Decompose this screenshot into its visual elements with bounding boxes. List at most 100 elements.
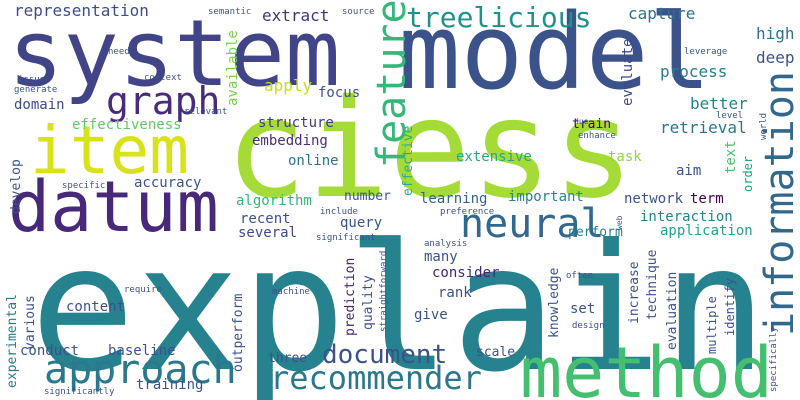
- word-extensive: extensive: [456, 149, 532, 165]
- word-significant: significant: [316, 233, 376, 243]
- word-include: include: [320, 207, 358, 217]
- word-multiple: multiple: [705, 296, 719, 354]
- word-design: design: [572, 321, 605, 331]
- word-structure: structure: [258, 115, 334, 131]
- word-content: content: [66, 299, 126, 315]
- word-high: high: [756, 24, 795, 43]
- word-important: important: [508, 189, 584, 205]
- word-require: require: [124, 285, 162, 295]
- word-leverage: leverage: [684, 47, 728, 57]
- word-outperform: outperform: [231, 293, 246, 372]
- word-semantic: semantic: [208, 7, 252, 17]
- word-consider: consider: [432, 265, 500, 281]
- word-relevant: relevant: [184, 107, 228, 117]
- word-capture: capture: [628, 4, 696, 23]
- word-world: world: [759, 112, 769, 140]
- word-various: various: [23, 295, 38, 350]
- word-online: online: [288, 153, 339, 169]
- word-experimental: experimental: [5, 294, 20, 388]
- word-accuracy: accuracy: [134, 175, 202, 191]
- word-analysis: analysis: [424, 239, 468, 249]
- word-develop: develop: [9, 159, 24, 214]
- word-learning: learning: [420, 191, 488, 207]
- word-method: method: [520, 332, 773, 400]
- word-specifically: specifically: [769, 326, 779, 392]
- word-give: give: [414, 307, 448, 323]
- word-retrieval: retrieval: [660, 118, 747, 137]
- word-several: several: [238, 225, 298, 241]
- word-issue: issue: [18, 75, 46, 85]
- word-machine: machine: [272, 287, 310, 297]
- word-many: many: [424, 249, 458, 265]
- word-baseline: baseline: [108, 343, 176, 359]
- word-approach: approach: [44, 347, 237, 393]
- word-increase: increase: [627, 261, 642, 324]
- word-query: query: [340, 215, 383, 231]
- word-recent: recent: [240, 211, 291, 227]
- word-extract: extract: [262, 6, 330, 25]
- word-effectiveness: effectiveness: [72, 117, 182, 133]
- word-algorithm: algorithm: [236, 193, 312, 209]
- word-perform: perform: [568, 225, 623, 240]
- word-datum: datum: [8, 166, 219, 248]
- word-preference: preference: [440, 207, 495, 217]
- word-information: information: [757, 71, 800, 336]
- word-better: better: [690, 94, 748, 113]
- word-evaluate: evaluate: [620, 38, 636, 106]
- word-task: task: [608, 149, 642, 165]
- word-scale: scale: [476, 345, 516, 360]
- word-identify: identify: [723, 278, 737, 336]
- word-enhance: enhance: [578, 131, 616, 141]
- word-item: item: [30, 112, 189, 189]
- word-recommender: recommender: [270, 359, 482, 397]
- word-generate: generate: [14, 85, 58, 95]
- word-due: due: [574, 117, 589, 126]
- word-application: application: [660, 223, 753, 239]
- word-specific: specific: [62, 181, 106, 191]
- word-conduct: conduct: [20, 343, 80, 359]
- word-quality: quality: [361, 275, 376, 330]
- word-order: order: [741, 155, 755, 192]
- word-model: model: [398, 0, 712, 113]
- word-prediction: prediction: [343, 257, 358, 336]
- word-training: training: [136, 377, 204, 393]
- word-treelicious: treelicious: [406, 1, 592, 34]
- word-domain: domain: [14, 97, 65, 113]
- word-level: level: [716, 111, 744, 121]
- word-representation: representation: [14, 1, 149, 20]
- word-document: document: [322, 340, 448, 370]
- word-evaluation: evaluation: [665, 271, 680, 350]
- word-focus: focus: [318, 85, 361, 101]
- word-need: need: [108, 47, 130, 57]
- word-technique: technique: [645, 249, 660, 320]
- word-often: often: [566, 271, 594, 281]
- word-neural: neural: [460, 201, 605, 247]
- word-interaction: interaction: [640, 209, 733, 225]
- word-deep: deep: [756, 48, 795, 67]
- word-significantly: significantly: [44, 387, 115, 397]
- word-embedding: embedding: [252, 133, 328, 149]
- word-text: text: [723, 140, 739, 174]
- word-rank: rank: [438, 285, 472, 301]
- word-source: source: [342, 7, 375, 17]
- word-process: process: [660, 62, 728, 81]
- word-aim: aim: [676, 163, 702, 179]
- word-graph: graph: [106, 79, 221, 123]
- word-network: network: [624, 191, 684, 207]
- word-context: context: [144, 73, 182, 83]
- word-apply: apply: [264, 76, 313, 95]
- word-number: number: [344, 189, 391, 204]
- word-system: system: [8, 0, 341, 107]
- word-term: term: [690, 191, 724, 207]
- word-set: set: [570, 301, 596, 317]
- word-three: three: [268, 351, 308, 366]
- word-available: available: [225, 30, 241, 106]
- word-explain: explain: [30, 208, 768, 400]
- word-effective: effective: [401, 125, 416, 196]
- word-web: web: [615, 215, 624, 230]
- word-straightforward: straightforward: [379, 250, 389, 332]
- word-ciess: ciess: [225, 71, 635, 229]
- word-knowledge: knowledge: [547, 267, 562, 338]
- word-train: train: [572, 117, 612, 132]
